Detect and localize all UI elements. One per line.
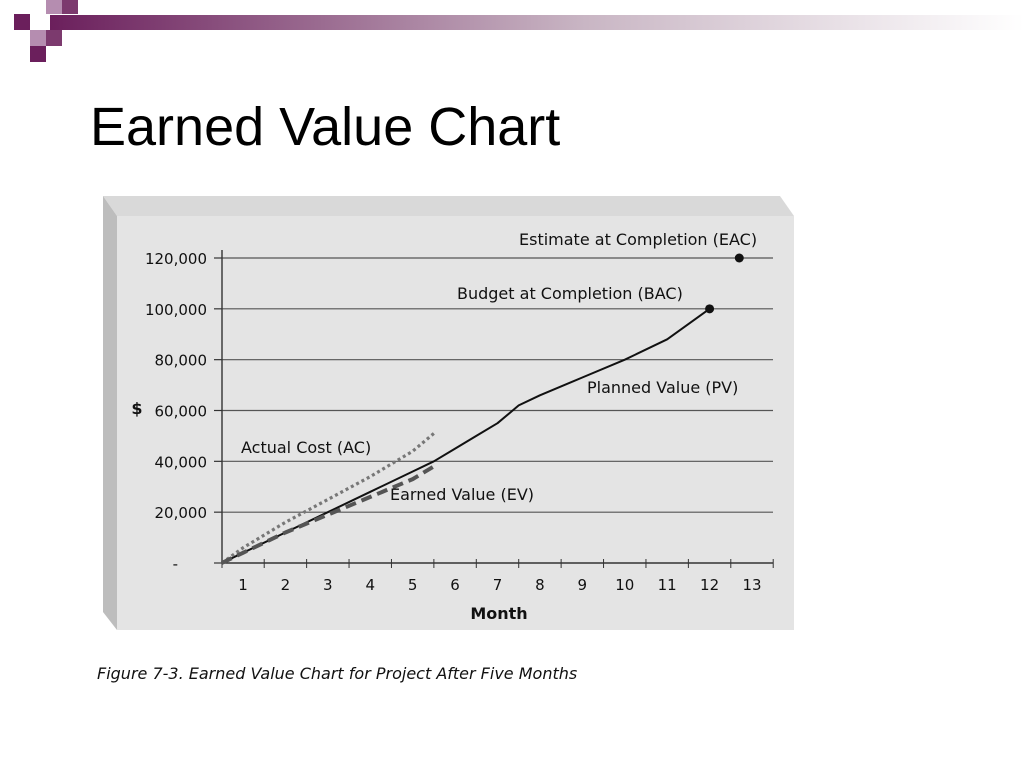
x-tick-label: 2 [281,576,291,594]
annotation-label: Estimate at Completion (EAC) [519,230,757,249]
deco-square [30,30,46,46]
y-tick-label: 100,000 [145,301,207,319]
deco-square [30,46,46,62]
x-tick-label: 4 [365,576,375,594]
label-layer: - 20,000 40,000 60,000 80,000 100,000 120,000 1… [131,230,761,623]
deco-square [46,30,62,46]
x-tick-label: 3 [323,576,333,594]
x-tick-label: 11 [658,576,677,594]
series-line-1 [220,432,435,565]
x-tick-label: 7 [493,576,503,594]
point-marker-0 [705,304,715,314]
annotation-label: Actual Cost (AC) [241,438,371,457]
x-tick-label: 1 [238,576,248,594]
y-tick-label: 80,000 [155,352,208,370]
y-tick-label: 40,000 [155,453,208,471]
figure-caption: Figure 7-3. Earned Value Chart for Proje… [97,664,578,683]
slide-title: Earned Value Chart [90,97,561,157]
point-marker-1 [734,253,744,263]
deco-square [62,0,78,14]
series-line-2 [220,464,435,565]
frame-left-bevel [103,196,117,630]
x-tick-label: 6 [450,576,460,594]
x-tick-label: 13 [742,576,761,594]
x-tick-label: 10 [615,576,634,594]
x-tick-label: 12 [700,576,719,594]
y-tick-label: 120,000 [145,250,207,268]
y-tick-label: 60,000 [155,403,208,421]
deco-square [14,14,30,30]
frame-top-bevel [103,196,794,216]
x-axis-title: Month [470,604,527,623]
axis-layer [214,250,774,568]
y-tick-label: 20,000 [155,504,208,522]
x-tick-label: 8 [535,576,545,594]
slide-header-decoration [14,0,1024,62]
annotation-label: Budget at Completion (BAC) [457,284,683,303]
y-axis-title: $ [131,399,142,418]
chart-panel [117,216,794,630]
x-tick-label: 9 [578,576,588,594]
deco-square [46,0,62,14]
grid-layer [222,257,773,513]
points-layer [705,253,744,314]
header-gradient-bar [50,15,1024,30]
y-tick-label: - [173,555,178,573]
x-tick-label: 5 [408,576,418,594]
annotation-label: Planned Value (PV) [587,378,738,397]
annotation-label: Earned Value (EV) [390,485,534,504]
series-layer [220,307,711,565]
